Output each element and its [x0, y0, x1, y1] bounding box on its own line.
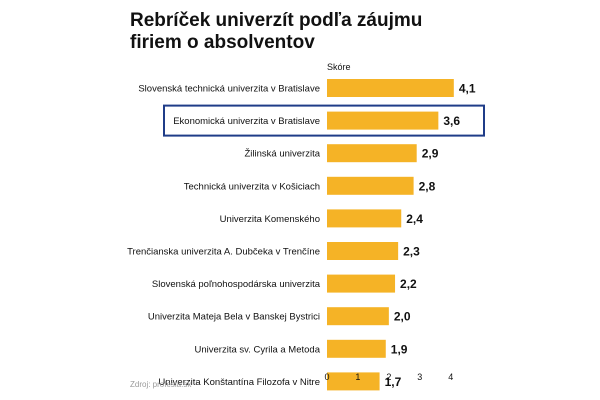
chart-title: Rebríček univerzít podľa záujmu firiem o… — [130, 10, 423, 53]
bar — [327, 339, 386, 358]
value-label: 2,2 — [400, 277, 417, 291]
x-tick-label: 1 — [355, 372, 360, 382]
value-label: 3,6 — [443, 114, 460, 128]
bar — [327, 176, 414, 195]
category-label: Ekonomická univerzita v Bratislave — [173, 116, 320, 127]
bar — [327, 144, 417, 163]
value-label: 2,9 — [422, 147, 439, 161]
x-tick-label: 0 — [324, 372, 329, 382]
category-label: Žilinská univerzita — [245, 149, 321, 160]
value-label: 2,3 — [403, 245, 420, 259]
bar — [327, 242, 399, 260]
value-label: 2,8 — [419, 179, 436, 193]
category-label: Univerzita Mateja Bela v Banskej Bystric… — [148, 312, 320, 323]
value-label: 1,7 — [385, 375, 402, 389]
category-label: Univerzita Komenského — [220, 214, 320, 225]
value-label: 2,4 — [406, 212, 423, 226]
bar — [327, 274, 396, 293]
source-note: Zdroj: profesia.sk — [130, 380, 192, 389]
bar — [327, 79, 454, 97]
value-label: 1,9 — [391, 342, 408, 356]
category-label: Univerzita Konštantína Filozofa v Nitre — [158, 377, 320, 388]
x-tick-label: 2 — [386, 372, 391, 382]
x-tick-label: 4 — [448, 372, 453, 382]
value-label: 2,0 — [394, 310, 411, 324]
bar — [327, 209, 402, 228]
bar — [327, 111, 439, 130]
bar — [327, 372, 380, 391]
category-label: Slovenská technická univerzita v Bratisl… — [138, 84, 320, 95]
value-label: 4,1 — [459, 82, 476, 96]
value-axis-label: Skóre — [327, 62, 351, 72]
bar — [327, 307, 389, 326]
category-label: Trenčianska univerzita A. Dubčeka v Tren… — [127, 247, 320, 258]
category-label: Slovenská poľnohospodárska univerzita — [152, 279, 321, 290]
category-label: Univerzita sv. Cyrila a Metoda — [195, 344, 321, 355]
category-label: Technická univerzita v Košiciach — [184, 181, 320, 192]
x-tick-label: 3 — [417, 372, 422, 382]
highlight-box — [163, 104, 485, 137]
